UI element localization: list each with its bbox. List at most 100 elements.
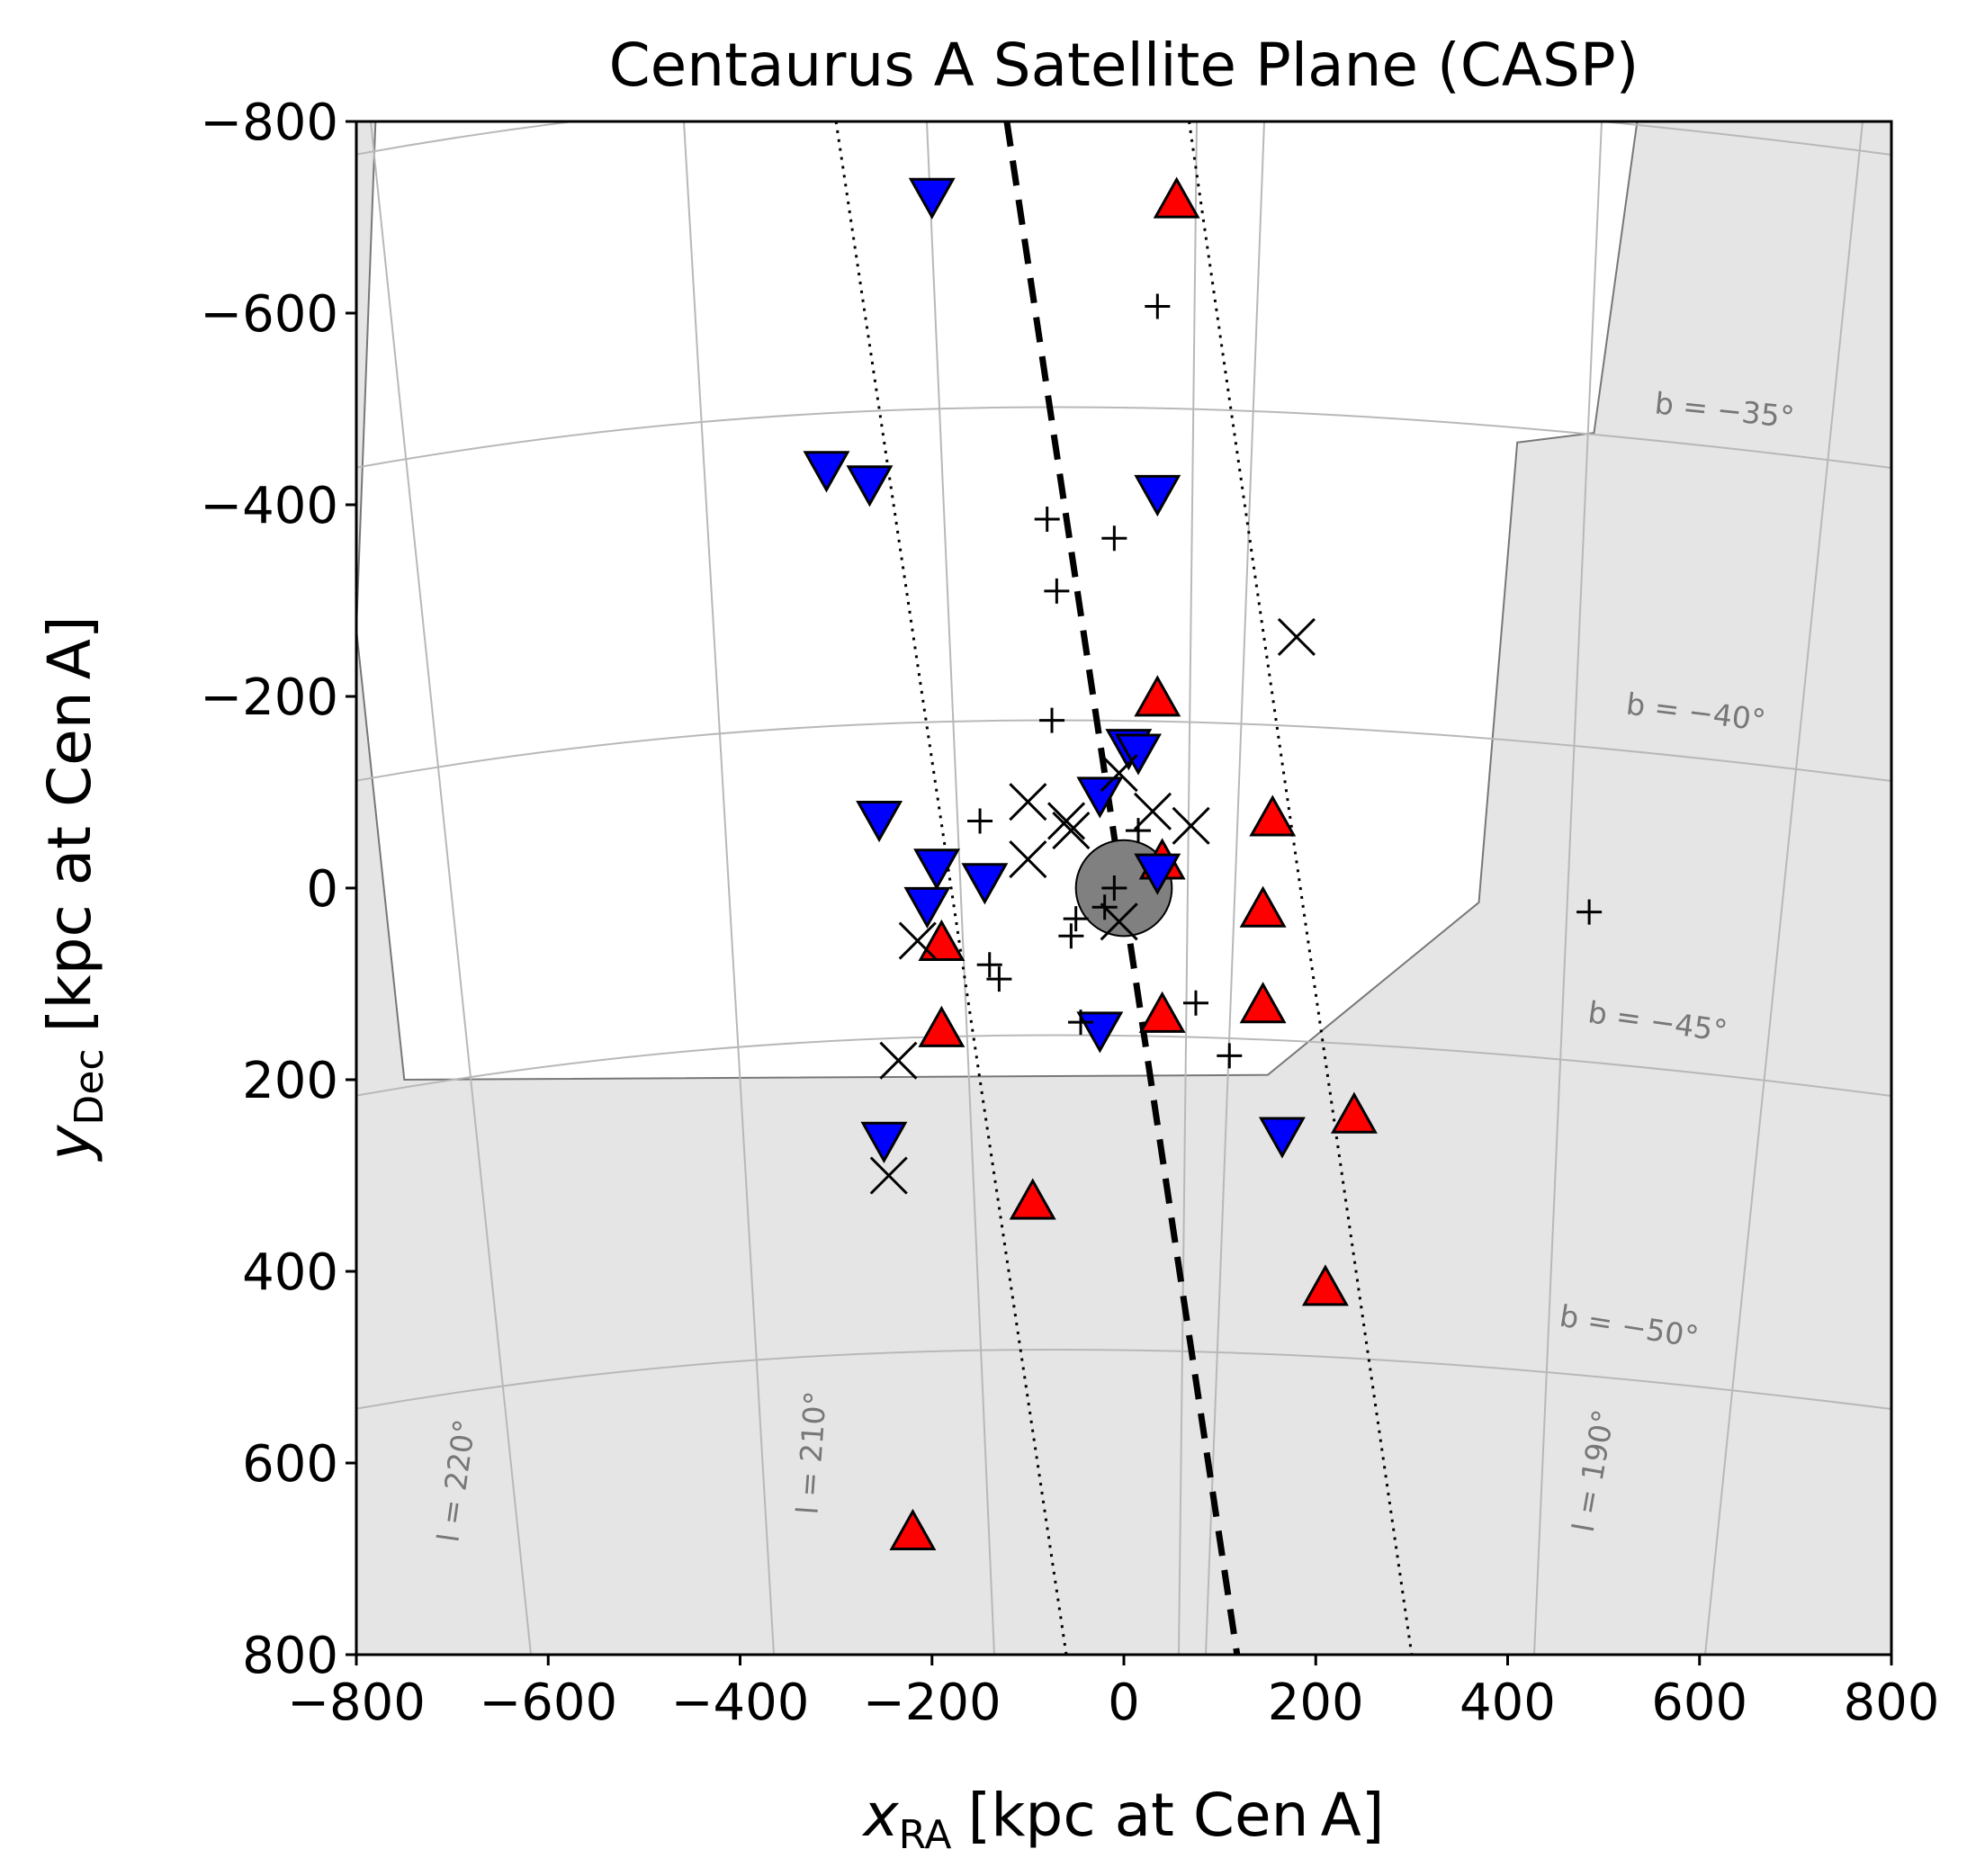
receding-point-3 (1134, 474, 1181, 517)
grid-line-l-215 (683, 121, 775, 1655)
y-tick-label-3: −200 (200, 669, 338, 727)
candidate-point-12 (1068, 1010, 1094, 1036)
approaching-point-4 (1239, 885, 1287, 928)
x-tick-label-2: −400 (671, 1674, 810, 1732)
grid-line-b-50 (356, 1349, 1891, 1410)
x-axis-subscript: RA (899, 1812, 952, 1858)
no-velocity-point-10 (879, 1041, 918, 1080)
grid-line-l-190 (1533, 121, 1603, 1655)
x-axis-symbol: x (862, 1781, 900, 1850)
approaching-point-12 (889, 1508, 937, 1550)
no-velocity-point-3 (1052, 812, 1091, 850)
x-tick-label-5: 200 (1268, 1674, 1364, 1732)
approaching-point-5 (918, 919, 966, 961)
y-axis-label: yDec [kpc at Cen A] (35, 615, 112, 1162)
no-velocity-point-5 (1133, 792, 1172, 830)
receding-point-2 (846, 465, 894, 507)
axis-ticks: −800 −600 −400 −200 0 200 400 600 800−800−600−40… (200, 94, 1939, 1732)
no-velocity-point-2 (1046, 802, 1086, 840)
x-tick-label-0: −800 (287, 1674, 426, 1732)
grid-line-l-220 (370, 121, 532, 1655)
receding-point-11 (903, 886, 951, 929)
x-tick-label-7: 600 (1651, 1674, 1747, 1732)
candidate-point-4 (1039, 707, 1065, 733)
approaching-point-1 (1134, 675, 1181, 717)
grid-line-b-30 (356, 121, 1891, 156)
x-tick-label-1: −600 (479, 1674, 617, 1732)
no-velocity-point-1 (1009, 783, 1047, 821)
receding-point-6 (1115, 733, 1162, 776)
candidate-point-9 (1091, 894, 1118, 920)
candidate-point-13 (1182, 990, 1208, 1016)
candidate-point-11 (986, 966, 1012, 992)
y-axis-symbol: y (35, 1125, 104, 1162)
y-tick-label-2: −400 (200, 477, 338, 535)
approaching-point-8 (918, 1005, 966, 1047)
y-tick-label-6: 400 (242, 1243, 338, 1302)
receding-point-13 (860, 1121, 908, 1163)
grid-line-l-200 (1178, 121, 1198, 1655)
no-velocity-point-7 (1100, 754, 1138, 793)
no-velocity-point-8 (898, 921, 937, 960)
candidate-point-6 (1125, 818, 1151, 844)
y-axis-subscript: Dec (67, 1048, 112, 1125)
no-velocity-point-0 (1277, 617, 1316, 657)
approaching-point-0 (1153, 176, 1200, 219)
receding-point-7 (856, 801, 903, 843)
receding-point-10 (1134, 853, 1181, 895)
x-tick-label-4: 0 (1108, 1674, 1140, 1732)
receding-point-1 (803, 451, 850, 493)
x-tick-label-3: −200 (863, 1674, 1001, 1732)
candidate-point-14 (1217, 1043, 1243, 1069)
grid-line-b-45 (356, 1034, 1891, 1097)
candidate-point-10 (976, 952, 1002, 978)
chart-title: Centaurus A Satellite Plane (CASP) (609, 31, 1639, 100)
approaching-point-9 (1330, 1091, 1378, 1134)
grid-line-l-195 (1205, 121, 1265, 1655)
candidate-point-2 (1101, 525, 1127, 552)
y-tick-label-5: 200 (242, 1052, 338, 1110)
receding-point-14 (1258, 1117, 1306, 1159)
receding-point-8 (913, 848, 961, 891)
approaching-point-6 (1239, 982, 1287, 1024)
plane-offset-line-left (834, 121, 1068, 1655)
no-velocity-point-11 (869, 1156, 908, 1195)
y-axis-unit: [kpc at Cen A] (35, 615, 104, 1032)
x-tick-label-8: 800 (1844, 1674, 1940, 1732)
candidate-point-7 (1101, 875, 1127, 901)
candidate-point-3 (1044, 578, 1070, 604)
candidate-point-0 (1145, 293, 1171, 319)
x-tick-label-6: 400 (1460, 1674, 1556, 1732)
candidate-point-1 (1034, 506, 1060, 532)
y-tick-label-1: −600 (200, 285, 338, 344)
plane-offset-line-right (1188, 121, 1414, 1655)
receding-point-9 (961, 863, 1009, 905)
candidate-point-15 (1576, 899, 1603, 925)
receding-point-0 (908, 177, 956, 220)
y-tick-label-0: −800 (200, 94, 338, 152)
x-axis-label: xRA [kpc at Cen A] (862, 1781, 1385, 1858)
approaching-point-10 (1009, 1178, 1056, 1220)
approaching-point-11 (1301, 1264, 1349, 1306)
survey-footprint (356, 121, 1639, 1082)
satellite-markers (803, 176, 1603, 1550)
no-velocity-point-4 (1009, 839, 1047, 879)
grid-label-5: l = 210° (789, 1390, 832, 1516)
grid-line-l-185 (1704, 121, 1864, 1655)
grid-line-l-210 (926, 121, 995, 1655)
y-tick-label-8: 800 (242, 1627, 338, 1685)
approaching-point-2 (1249, 794, 1297, 837)
no-velocity-point-9 (1100, 902, 1138, 941)
grid-line-b-35 (356, 406, 1891, 469)
candidate-point-8 (1063, 906, 1089, 932)
x-axis-unit: [kpc at Cen A] (967, 1781, 1384, 1850)
y-tick-label-4: 0 (306, 860, 338, 919)
candidate-point-5 (967, 808, 993, 834)
receding-point-5 (1076, 776, 1124, 819)
approaching-point-7 (1138, 991, 1186, 1033)
candidate-point-16 (1058, 923, 1084, 949)
y-tick-label-7: 600 (242, 1435, 338, 1494)
no-velocity-point-6 (1172, 806, 1210, 845)
galactic-grid (356, 121, 1891, 1655)
